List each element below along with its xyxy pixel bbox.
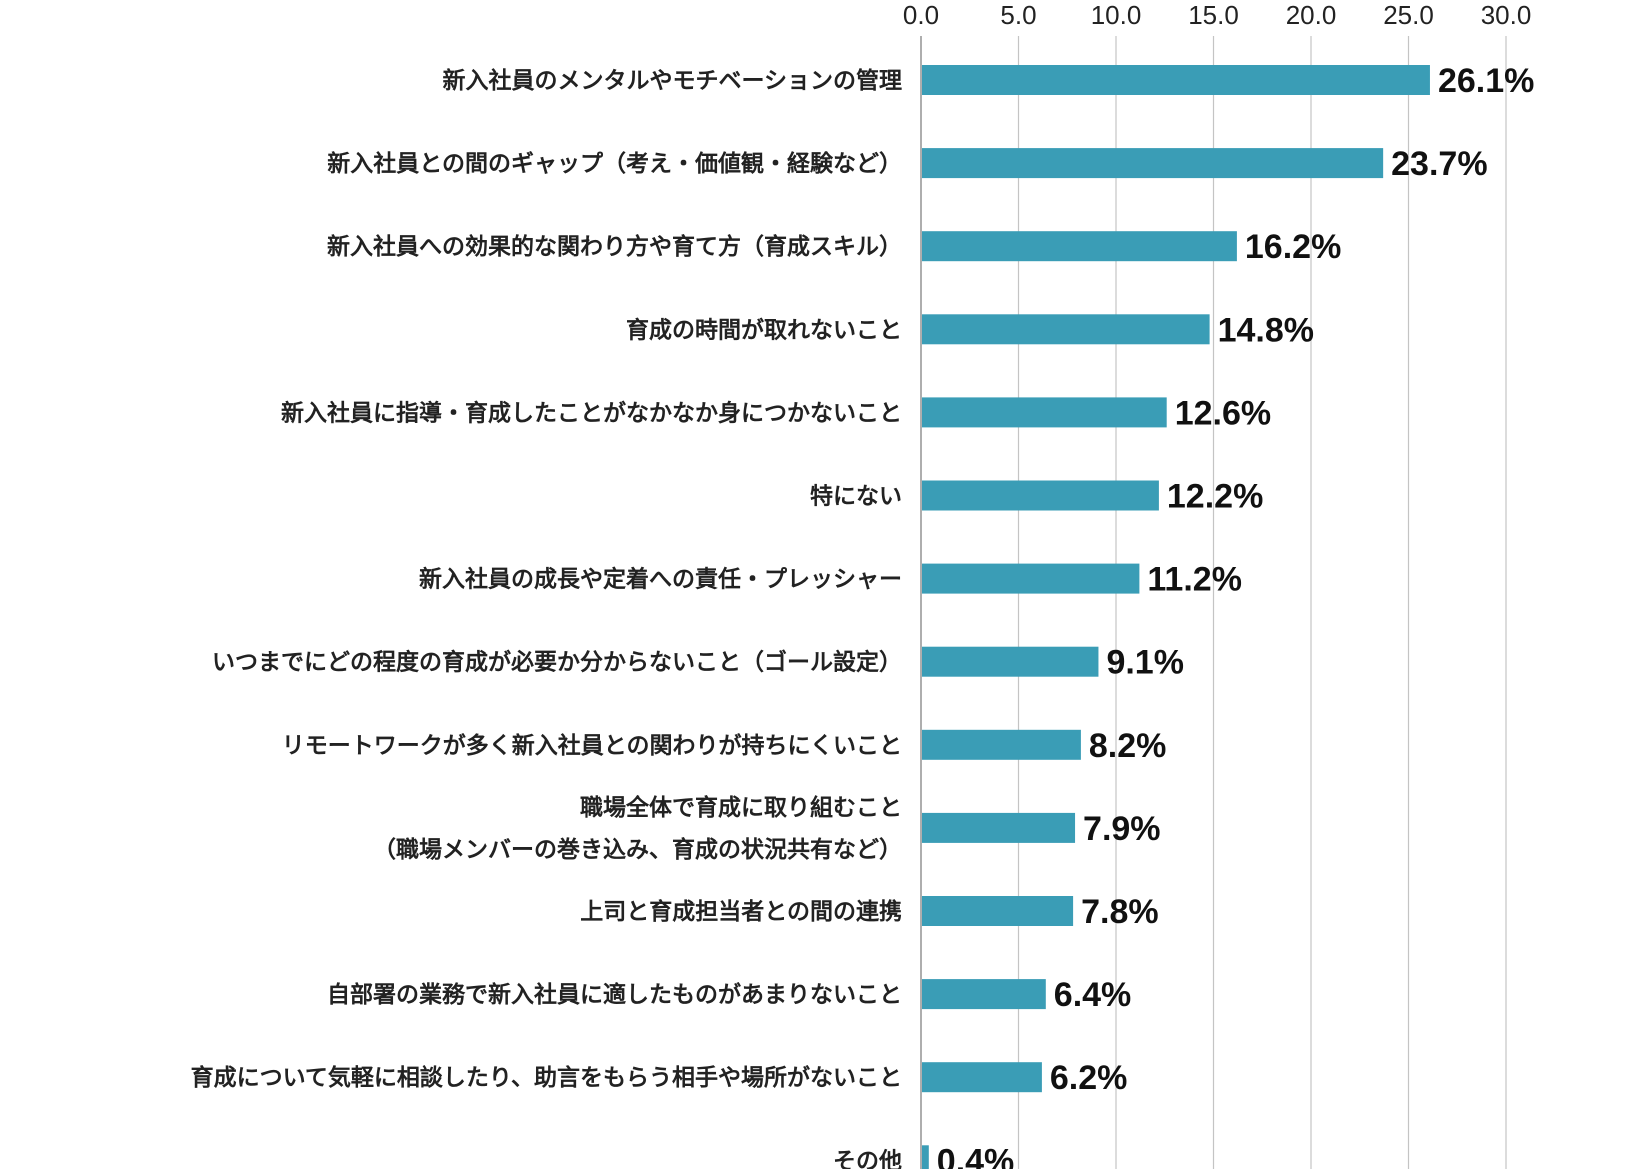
data-label: 14.8% xyxy=(1218,311,1314,349)
category-label: 自部署の業務で新入社員に適したものがあまりないこと xyxy=(327,981,902,1008)
bar xyxy=(922,812,1076,843)
category-label: 新入社員への効果的な関わり方や育て方（育成スキル） xyxy=(327,233,902,260)
data-label: 6.4% xyxy=(1054,976,1132,1014)
data-label: 16.2% xyxy=(1245,228,1341,266)
data-label: 0.4% xyxy=(937,1142,1015,1169)
bar xyxy=(922,231,1237,262)
category-label: 上司と育成担当者との間の連携 xyxy=(580,898,902,925)
x-tick-label: 30.0 xyxy=(1481,0,1532,30)
x-tick-label: 15.0 xyxy=(1188,0,1239,30)
bar xyxy=(922,65,1430,95)
category-label: 新入社員に指導・育成したことがなかなか身につかないこと xyxy=(281,399,902,426)
data-label: 12.6% xyxy=(1175,394,1271,432)
x-tick-label: 0.0 xyxy=(903,0,939,30)
data-label: 7.9% xyxy=(1083,810,1161,848)
bar xyxy=(922,480,1159,511)
category-label: 特にない xyxy=(810,484,902,510)
data-label: 12.2% xyxy=(1167,478,1263,516)
bar xyxy=(922,1062,1042,1093)
x-tick-label: 10.0 xyxy=(1091,0,1142,30)
data-label: 8.2% xyxy=(1089,727,1167,765)
x-tick-label: 25.0 xyxy=(1383,0,1434,30)
data-label: 11.2% xyxy=(1147,561,1242,599)
x-tick-label: 20.0 xyxy=(1286,0,1337,30)
bar xyxy=(922,397,1167,428)
bar xyxy=(922,314,1210,345)
bar xyxy=(922,979,1046,1010)
category-label: （職場メンバーの巻き込み、育成の状況共有など） xyxy=(373,836,902,863)
category-label: 新入社員のメンタルやモチベーションの管理 xyxy=(442,67,902,94)
data-label: 23.7% xyxy=(1391,145,1487,183)
bar xyxy=(922,563,1140,594)
data-label: 6.2% xyxy=(1050,1059,1128,1097)
category-label: その他 xyxy=(833,1148,902,1169)
bar xyxy=(922,646,1099,677)
data-label: 26.1% xyxy=(1438,62,1534,100)
category-label: 新入社員との間のギャップ（考え・価値観・経験など） xyxy=(327,150,902,177)
category-label: リモートワークが多く新入社員との関わりが持ちにくいこと xyxy=(282,732,902,759)
category-label: 育成について気軽に相談したり、助言をもらう相手や場所がないこと xyxy=(191,1064,902,1091)
bar xyxy=(922,896,1074,926)
x-tick-label: 5.0 xyxy=(1000,0,1036,30)
category-label: 育成の時間が取れないこと xyxy=(626,316,902,343)
data-label: 9.1% xyxy=(1106,644,1184,682)
bar xyxy=(922,148,1384,179)
bar xyxy=(922,729,1081,760)
category-label: 職場全体で育成に取り組むこと xyxy=(580,794,902,821)
data-label: 7.8% xyxy=(1081,893,1159,931)
category-label: いつまでにどの程度の育成が必要か分からないこと（ゴール設定） xyxy=(212,649,902,676)
category-label: 新入社員の成長や定着への責任・プレッシャー xyxy=(419,566,902,593)
bar xyxy=(922,1145,929,1169)
